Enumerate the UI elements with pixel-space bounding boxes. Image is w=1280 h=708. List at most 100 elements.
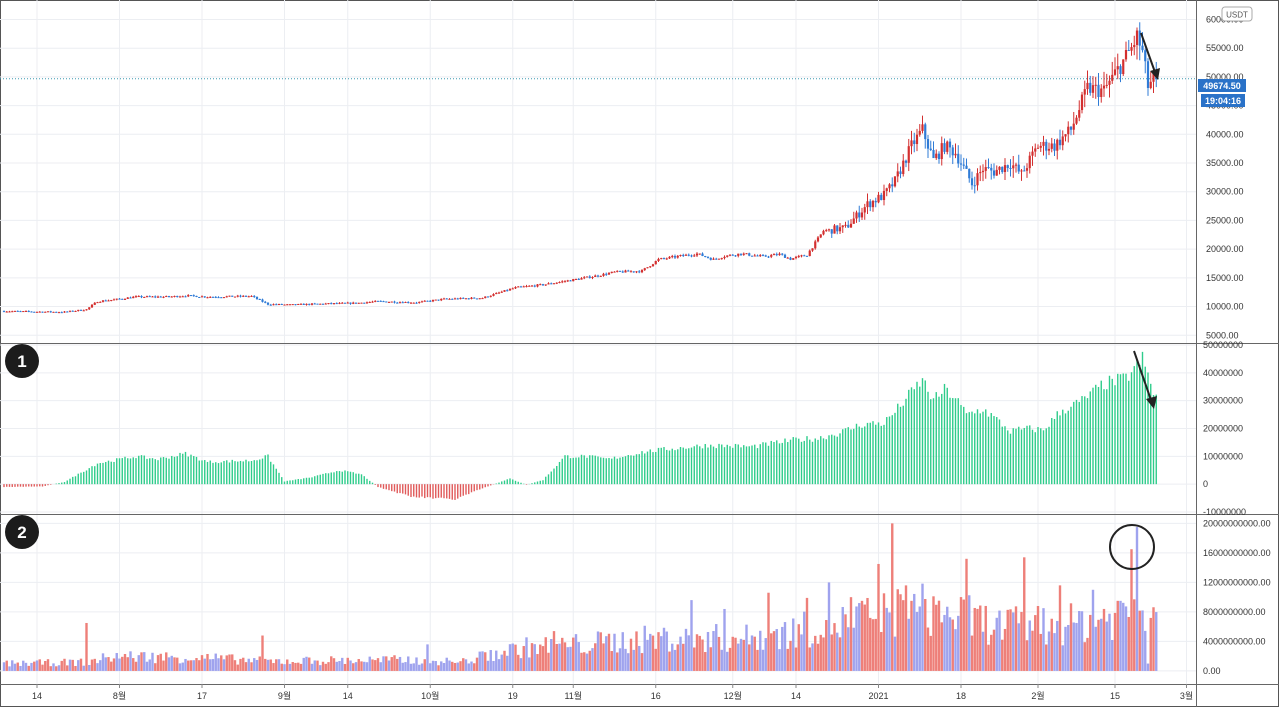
candle-body xyxy=(519,286,523,288)
candle-body xyxy=(800,255,803,257)
volume-bar xyxy=(841,607,844,671)
volume-bar xyxy=(607,633,611,671)
volume-bar xyxy=(657,632,660,671)
volume-bar xyxy=(1146,663,1150,671)
volume-bar xyxy=(159,653,162,671)
candle-body xyxy=(220,297,223,299)
candle-body xyxy=(767,256,770,258)
volume-bar xyxy=(1124,606,1128,671)
candle-body xyxy=(962,164,965,166)
candle-body xyxy=(866,201,869,208)
candle-body xyxy=(71,310,74,312)
candle-body xyxy=(563,281,567,283)
volume-bar xyxy=(860,600,864,671)
volume-bar xyxy=(794,647,798,671)
volume-bar xyxy=(330,656,333,671)
oscillator-axis[interactable]: 50000000 40000000 30000000 20000000 10000000… xyxy=(1203,340,1246,517)
candle-body xyxy=(148,296,151,298)
candle-body xyxy=(921,124,924,131)
candle-body xyxy=(338,302,341,304)
volume-bar xyxy=(1144,630,1147,671)
candle-body xyxy=(596,275,600,277)
candle-body xyxy=(607,272,611,275)
countdown-badge-bg xyxy=(1201,94,1245,107)
oscillator-tick-label: 30000000 xyxy=(1203,396,1243,406)
volume-bar xyxy=(959,597,963,671)
candle-body xyxy=(737,253,740,256)
candle-body xyxy=(684,254,688,256)
volume-bar xyxy=(508,644,512,671)
volume-bar xyxy=(1023,557,1026,671)
candle-body xyxy=(522,286,525,288)
volume-bar xyxy=(635,631,638,671)
volume-tick-label: 20000000000.00 xyxy=(1203,518,1271,528)
candle-body xyxy=(808,250,811,257)
volume-bar xyxy=(415,657,418,671)
candle-body xyxy=(847,224,850,228)
volume-bar xyxy=(90,659,94,671)
volume-bar xyxy=(19,665,22,671)
volume-axis[interactable]: 20000000000.00 16000000000.00 12000000000.… xyxy=(1203,518,1271,676)
candle-body xyxy=(165,296,168,298)
volume-bar xyxy=(112,658,116,671)
time-tick-label: 10월 xyxy=(421,690,439,701)
currency-button[interactable]: USDT xyxy=(1221,6,1253,22)
candle-body xyxy=(896,171,899,177)
candle-body xyxy=(1133,44,1136,48)
volume-bar xyxy=(1053,633,1056,671)
candle-body xyxy=(30,311,33,313)
volume-bar xyxy=(957,615,960,671)
candle-body xyxy=(682,254,685,256)
volume-bar xyxy=(250,662,253,671)
candle-body xyxy=(1144,50,1147,62)
candle-body xyxy=(371,301,374,303)
candle-body xyxy=(803,255,806,257)
candle-body xyxy=(184,296,187,298)
candle-body xyxy=(508,288,512,291)
candle-body xyxy=(1031,151,1034,156)
candle-body xyxy=(404,301,407,303)
oscillator-tick-label: 40000000 xyxy=(1203,368,1243,378)
candle-body xyxy=(968,168,971,179)
volume-bar xyxy=(893,636,897,671)
volume-bar xyxy=(1113,612,1117,671)
volume-bar xyxy=(82,665,85,671)
candle-body xyxy=(926,139,930,149)
candle-body xyxy=(1122,59,1125,75)
candle-body xyxy=(206,297,209,299)
volume-bar xyxy=(712,631,715,671)
volume-bar xyxy=(676,644,679,671)
volume-bar xyxy=(228,654,231,671)
candle-body xyxy=(792,258,795,260)
time-axis[interactable]: 14 8월 17 9월 14 10월 19 11월 16 12월 14 2021 18 2월 15 3월 xyxy=(32,684,1193,701)
candle-body xyxy=(162,296,165,298)
price-tick-label: 30000.00 xyxy=(1206,187,1244,197)
candle-body xyxy=(640,270,644,273)
volume-bar xyxy=(937,600,941,671)
price-axis[interactable]: 60000.0055000.0050000.0045000.0040000.00… xyxy=(1206,14,1244,340)
volume-bar xyxy=(849,597,853,671)
volume-bar xyxy=(497,659,501,671)
currency-button-frame xyxy=(1221,6,1253,22)
candle-body xyxy=(690,255,693,257)
volume-bar xyxy=(49,666,52,671)
volume-bar xyxy=(770,633,773,671)
candle-body xyxy=(860,212,864,218)
volume-bar xyxy=(566,647,569,671)
volume-bar xyxy=(110,661,113,671)
candle-body xyxy=(99,301,102,303)
volume-bar xyxy=(404,662,407,671)
candle-body xyxy=(387,301,391,303)
volume-bar xyxy=(379,662,382,671)
candle-body xyxy=(506,290,509,292)
volume-bar xyxy=(1001,639,1004,671)
volume-bar xyxy=(115,653,118,671)
candle-body xyxy=(137,296,140,298)
candle-body xyxy=(272,304,275,306)
volume-bar xyxy=(1072,622,1075,671)
candle-body xyxy=(470,297,473,299)
volume-bar xyxy=(701,639,704,671)
volume-bar xyxy=(385,656,388,671)
volume-bar xyxy=(929,635,932,671)
